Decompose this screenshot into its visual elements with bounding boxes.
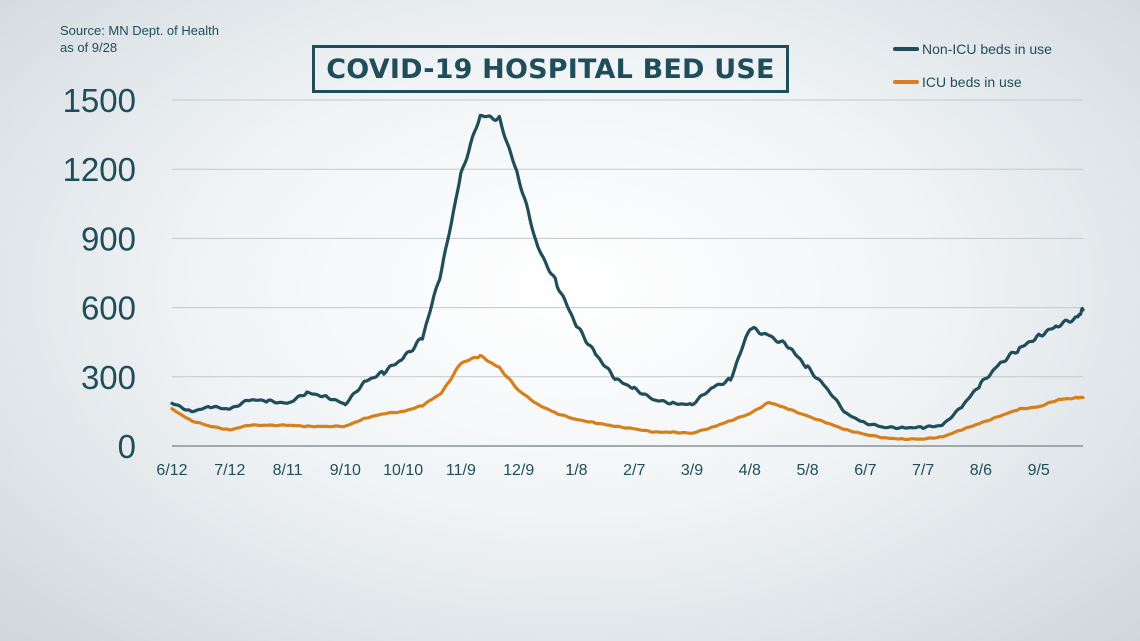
x-tick-label: 8/11 bbox=[273, 462, 303, 479]
x-axis-ticks: 6/12 7/12 8/11 9/10 10/10 11/9 12/9 1/8 2/7 3/9 4/… bbox=[156, 462, 1049, 479]
x-tick-label: 2/7 bbox=[623, 462, 645, 479]
series-lines bbox=[170, 113, 1085, 442]
chart-title: COVID-19 HOSPITAL BED USE bbox=[312, 45, 789, 93]
legend-label-non-icu: Non-ICU beds in use bbox=[922, 40, 1052, 57]
x-tick-label: 9/5 bbox=[1028, 462, 1050, 479]
legend-swatch-icu bbox=[893, 79, 919, 84]
grid-lines bbox=[172, 99, 1083, 447]
legend-label-icu: ICU beds in use bbox=[922, 73, 1022, 90]
y-tick-label: 1200 bbox=[63, 151, 136, 188]
x-tick-label: 1/8 bbox=[565, 462, 587, 479]
x-tick-label: 4/8 bbox=[739, 462, 761, 479]
x-tick-label: 6/12 bbox=[156, 462, 187, 479]
legend: Non-ICU beds in use ICU beds in use bbox=[893, 32, 1052, 98]
x-tick-label: 7/12 bbox=[214, 462, 245, 479]
x-tick-label: 3/9 bbox=[681, 462, 703, 479]
legend-swatch-non-icu bbox=[893, 46, 919, 51]
x-tick-label: 10/10 bbox=[383, 462, 423, 479]
source-date: as of 9/28 bbox=[60, 40, 118, 55]
x-tick-label: 9/10 bbox=[330, 462, 361, 479]
y-tick-label: 0 bbox=[118, 428, 136, 465]
y-axis-ticks: 0 300 600 900 1200 1500 bbox=[63, 82, 136, 465]
legend-item-non-icu: Non-ICU beds in use bbox=[893, 32, 1052, 65]
source-note: Source: MN Dept. of Health as of 9/28 bbox=[60, 22, 219, 56]
series-line-non-icu bbox=[170, 113, 1085, 431]
series-line-icu bbox=[170, 353, 1085, 442]
source-line: Source: MN Dept. of Health bbox=[60, 23, 219, 38]
legend-item-icu: ICU beds in use bbox=[893, 65, 1052, 98]
x-tick-label: 8/6 bbox=[970, 462, 992, 479]
y-tick-label: 900 bbox=[81, 220, 136, 257]
x-tick-label: 5/8 bbox=[796, 462, 818, 479]
y-tick-label: 1500 bbox=[63, 82, 136, 119]
x-tick-label: 6/7 bbox=[854, 462, 876, 479]
y-tick-label: 600 bbox=[81, 290, 136, 327]
y-tick-label: 300 bbox=[81, 359, 136, 396]
x-tick-label: 11/9 bbox=[446, 462, 476, 479]
x-tick-label: 7/7 bbox=[912, 462, 934, 479]
x-tick-label: 12/9 bbox=[503, 462, 534, 479]
